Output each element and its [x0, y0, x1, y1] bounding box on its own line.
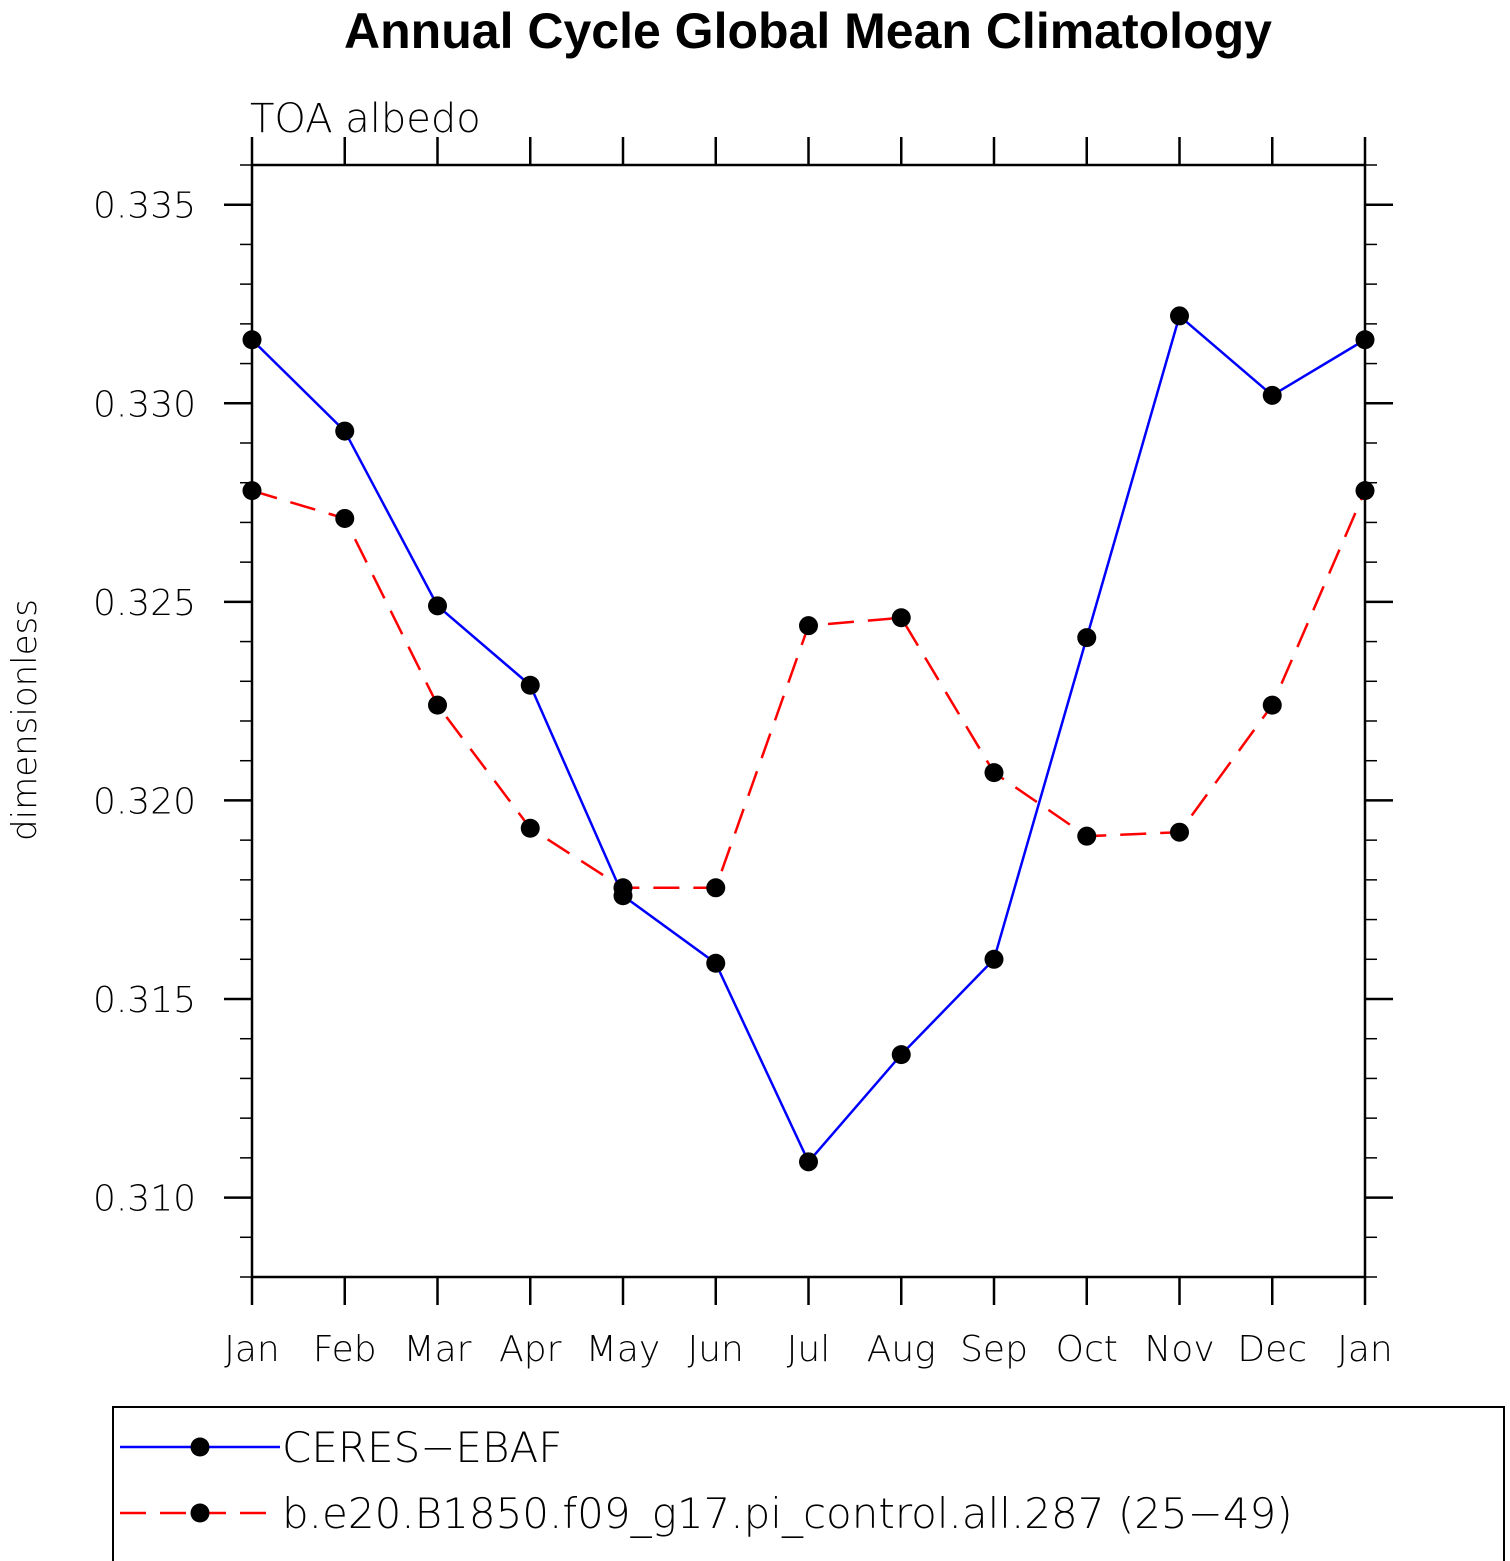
data-point: [799, 1152, 818, 1172]
data-point: [1262, 695, 1282, 715]
x-tick-label: Jan: [224, 1329, 280, 1370]
x-tick-label: Sep: [960, 1329, 1028, 1370]
data-point: [520, 675, 540, 695]
y-tick-label: 0.310: [93, 1179, 196, 1220]
data-point: [1077, 826, 1097, 846]
data-point: [1077, 628, 1097, 648]
x-tick-label: Oct: [1056, 1329, 1118, 1370]
legend-marker: [190, 1437, 210, 1457]
data-point: [1170, 822, 1189, 842]
y-axis-label: dimensionless: [5, 599, 45, 841]
series-layer: [242, 306, 1375, 1172]
y-tick-label: 0.325: [93, 583, 196, 624]
data-point: [242, 481, 262, 501]
x-tick-label: May: [586, 1329, 660, 1370]
data-point: [1170, 306, 1189, 326]
x-tick-label: Mar: [404, 1329, 472, 1370]
data-point: [706, 878, 726, 898]
x-tick-label: Dec: [1237, 1329, 1307, 1370]
data-point: [706, 953, 726, 973]
data-point: [335, 421, 355, 441]
data-point: [984, 763, 1004, 783]
x-tick-label: Apr: [499, 1329, 561, 1370]
data-point: [1355, 481, 1375, 501]
data-point: [335, 508, 355, 528]
x-tick-label: Aug: [867, 1329, 936, 1370]
data-point: [891, 1045, 911, 1065]
data-point: [1355, 330, 1375, 350]
series-line: [251, 313, 1366, 1165]
x-tick-label: Jul: [787, 1329, 830, 1370]
y-tick-label: 0.320: [93, 781, 196, 822]
data-point: [242, 330, 262, 350]
data-point: [428, 596, 447, 616]
series-1: [242, 306, 1375, 1172]
series-2: [242, 481, 1375, 898]
legend-box: [112, 1406, 1505, 1561]
data-point: [799, 616, 818, 636]
data-point: [984, 949, 1004, 969]
series-line: [251, 489, 1367, 890]
y-tick-label: 0.330: [93, 384, 196, 425]
legend-label: CERES−EBAF: [282, 1423, 562, 1472]
x-tick-label: Nov: [1144, 1329, 1214, 1370]
x-tick-label: Jan: [1337, 1329, 1393, 1370]
plot-axes: Jan Feb Mar Apr May Jun Jul Aug Sep Oct Nov Dec Jan 0…: [93, 137, 1393, 1370]
x-tick-label: Jun: [688, 1329, 744, 1370]
data-point: [891, 608, 911, 628]
chart-subtitle: TOA albedo: [250, 96, 481, 142]
legend-marker: [190, 1503, 210, 1523]
data-point: [428, 695, 447, 715]
y-tick-label: 0.315: [93, 980, 196, 1021]
data-point: [520, 818, 540, 838]
x-tick-label: Feb: [313, 1329, 377, 1370]
data-point: [613, 878, 633, 898]
legend: CERES−EBAF b.e20.B1850.f09_g17.pi_control…: [112, 1406, 1505, 1561]
y-tick-label: 0.335: [93, 186, 196, 227]
legend-label: b.e20.B1850.f09_g17.pi_control.all.287 (…: [282, 1489, 1293, 1538]
data-point: [1262, 385, 1282, 405]
chart-title: Annual Cycle Global Mean Climatology: [344, 3, 1272, 59]
